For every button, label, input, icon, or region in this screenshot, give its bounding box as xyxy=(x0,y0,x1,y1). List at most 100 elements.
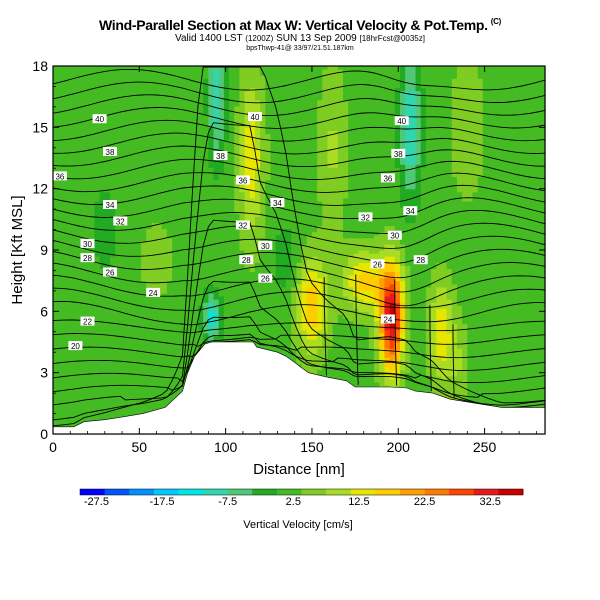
velocity-cell xyxy=(53,338,59,343)
velocity-cell xyxy=(94,93,101,98)
velocity-cell xyxy=(73,148,80,153)
velocity-cell xyxy=(89,182,96,187)
velocity-cell xyxy=(104,360,111,365)
velocity-cell xyxy=(141,314,147,319)
velocity-cell xyxy=(104,366,111,371)
velocity-cell xyxy=(94,191,101,196)
velocity-cell xyxy=(109,136,116,141)
velocity-cell xyxy=(99,142,106,147)
velocity-cell xyxy=(68,72,75,76)
velocity-cell xyxy=(84,219,90,223)
velocity-cell xyxy=(125,170,132,174)
velocity-cell xyxy=(99,179,106,184)
velocity-cell xyxy=(68,216,75,220)
velocity-cell xyxy=(130,69,137,73)
velocity-cell xyxy=(73,421,80,426)
velocity-cell xyxy=(94,329,101,334)
velocity-cell xyxy=(89,228,96,233)
velocity-cell xyxy=(73,409,80,414)
velocity-cell xyxy=(84,342,90,346)
velocity-cell xyxy=(130,127,137,131)
velocity-cell xyxy=(115,124,121,128)
velocity-cell xyxy=(53,243,59,248)
velocity-cell xyxy=(125,139,132,144)
velocity-cell xyxy=(94,342,101,346)
velocity-cell xyxy=(109,378,116,383)
velocity-cell xyxy=(78,194,85,199)
velocity-cell xyxy=(130,338,137,343)
velocity-cell xyxy=(53,219,59,223)
velocity-cell xyxy=(89,118,96,122)
velocity-cell xyxy=(99,415,106,420)
velocity-cell xyxy=(99,286,106,291)
velocity-cell xyxy=(78,329,85,334)
velocity-cell xyxy=(109,154,116,159)
velocity-cell xyxy=(58,228,64,233)
velocity-cell xyxy=(135,219,142,223)
velocity-cell xyxy=(53,66,59,70)
velocity-cell xyxy=(94,280,101,285)
velocity-cell xyxy=(135,286,142,291)
velocity-cell xyxy=(68,148,75,153)
velocity-cell xyxy=(53,345,59,349)
velocity-cell xyxy=(53,323,59,328)
velocity-cell xyxy=(109,197,116,202)
velocity-cell xyxy=(104,219,111,223)
chart-title-tag: (C) xyxy=(490,17,502,26)
velocity-cell xyxy=(99,388,106,392)
velocity-cell xyxy=(130,354,137,358)
velocity-cell xyxy=(115,274,121,279)
velocity-cell xyxy=(63,348,70,352)
velocity-cell xyxy=(58,75,64,79)
velocity-cell xyxy=(104,250,111,254)
velocity-cell xyxy=(78,142,85,147)
velocity-cell xyxy=(53,311,59,315)
velocity-cell xyxy=(78,78,85,82)
velocity-cell xyxy=(58,243,64,248)
velocity-cell xyxy=(89,210,96,214)
velocity-cell xyxy=(99,194,106,199)
velocity-cell xyxy=(63,391,70,395)
velocity-cell xyxy=(120,305,127,309)
subtitle-run: [18hrFcst@0035z] xyxy=(359,34,425,43)
velocity-cell xyxy=(120,323,127,328)
velocity-cell xyxy=(115,292,121,297)
velocity-cell xyxy=(135,256,142,260)
velocity-cell xyxy=(109,237,116,242)
velocity-cell xyxy=(89,66,96,70)
velocity-cell xyxy=(125,112,132,116)
velocity-cell xyxy=(68,182,75,187)
velocity-cell xyxy=(94,259,101,263)
velocity-cell xyxy=(58,148,64,153)
velocity-cell xyxy=(130,299,137,303)
velocity-cell xyxy=(94,158,101,162)
velocity-cell xyxy=(130,412,137,417)
velocity-cell xyxy=(99,161,106,165)
velocity-cell xyxy=(94,204,101,208)
velocity-cell xyxy=(58,381,64,386)
velocity-cell xyxy=(120,78,127,82)
velocity-cell xyxy=(58,112,64,116)
velocity-cell xyxy=(94,299,101,303)
velocity-cell xyxy=(58,216,64,220)
velocity-cell xyxy=(58,253,64,257)
velocity-cell xyxy=(120,105,127,110)
velocity-cell xyxy=(73,296,80,300)
velocity-cell xyxy=(73,265,80,269)
velocity-cell xyxy=(78,81,85,85)
velocity-cell xyxy=(78,400,85,404)
velocity-cell xyxy=(84,394,90,398)
velocity-cell xyxy=(141,363,147,368)
velocity-cell xyxy=(135,127,142,131)
velocity-cell xyxy=(58,246,64,251)
velocity-cell xyxy=(130,375,137,380)
velocity-cell xyxy=(94,136,101,141)
velocity-cell xyxy=(73,338,80,343)
velocity-cell xyxy=(63,397,70,401)
velocity-cell xyxy=(94,84,101,89)
velocity-cell xyxy=(89,158,96,162)
velocity-cell xyxy=(115,96,121,101)
velocity-cell xyxy=(99,302,106,306)
velocity-cell xyxy=(115,234,121,239)
velocity-cell xyxy=(99,164,106,168)
